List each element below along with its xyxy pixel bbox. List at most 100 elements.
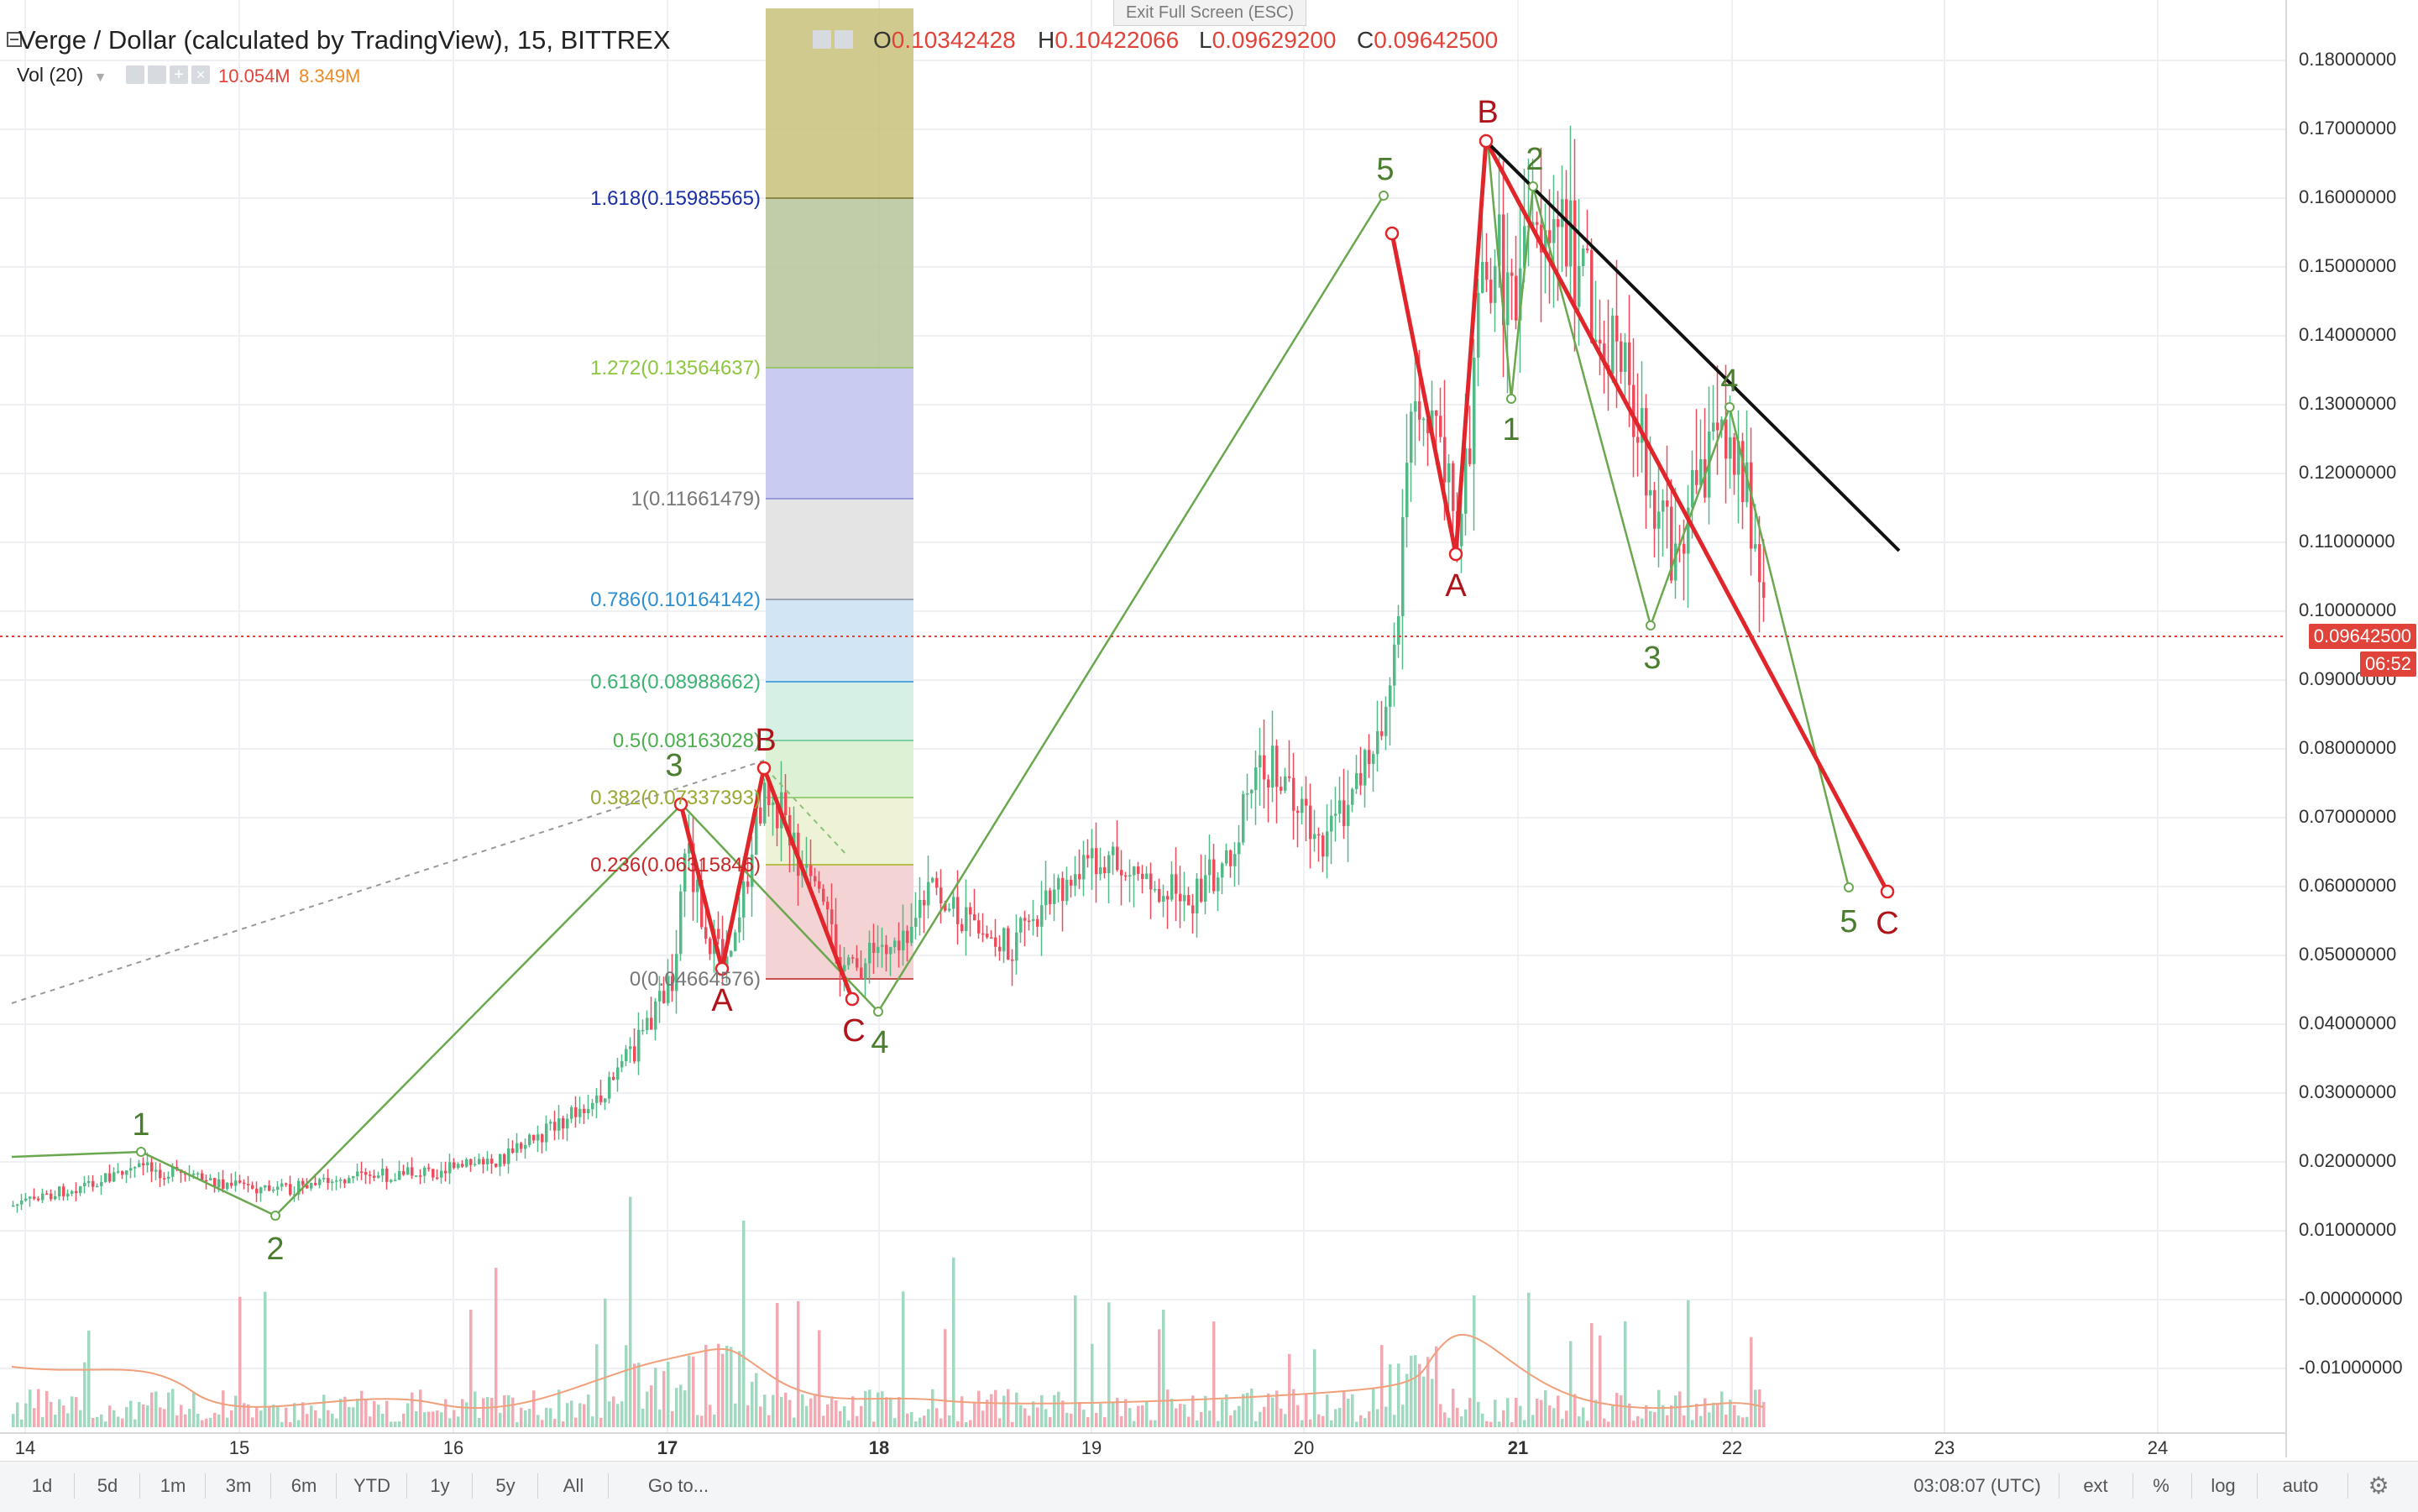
volume-bar [1468, 1398, 1472, 1427]
log-toggle[interactable]: log [2211, 1475, 2236, 1496]
range-button-6m[interactable]: 6m [290, 1475, 317, 1496]
candle-body [406, 1167, 410, 1175]
volume-bar [335, 1418, 338, 1427]
range-button-all[interactable]: All [563, 1475, 584, 1496]
candle-body [1561, 199, 1564, 228]
candle-body [650, 1018, 653, 1030]
candle-body [96, 1185, 99, 1188]
range-button-3m[interactable]: 3m [225, 1475, 252, 1496]
utc-clock[interactable]: 03:08:07 (UTC) [1913, 1475, 2041, 1496]
candle-body [1338, 800, 1342, 814]
volume-bar [1330, 1420, 1333, 1427]
candle-body [734, 932, 737, 951]
plus-icon[interactable]: + [170, 65, 188, 84]
candle-body [1128, 875, 1132, 877]
volume-bars [12, 1196, 1766, 1427]
price-chart[interactable]: 1.618(0.15985565) 1.272(0.13564637) 1(0.… [0, 0, 2285, 1432]
volume-label[interactable]: Vol (20) [17, 64, 84, 86]
candle-body [1636, 437, 1640, 443]
eye-icon[interactable] [126, 65, 144, 84]
bottom-toolbar: 1d 5d 1m 3m 6m YTD 1y 5y All Go to... 03:08:07 (… [0, 1461, 2418, 1512]
ext-toggle[interactable]: ext [2083, 1475, 2108, 1496]
candle-body [343, 1180, 347, 1184]
volume-bar [66, 1413, 70, 1427]
symbol-title[interactable]: Verge / Dollar (calculated by TradingVie… [18, 25, 671, 55]
range-button-5d[interactable]: 5d [97, 1475, 118, 1496]
gear-icon[interactable]: ⚙ [2368, 1473, 2389, 1499]
auto-toggle[interactable]: auto [2282, 1475, 2319, 1496]
time-axis-label: 17 [657, 1437, 678, 1458]
volume-bar [1712, 1402, 1715, 1427]
candle-body [79, 1185, 82, 1194]
candle-body [423, 1167, 427, 1176]
volume-bar [1233, 1410, 1237, 1427]
range-button-1m[interactable]: 1m [160, 1475, 186, 1496]
volume-bar [1057, 1391, 1060, 1427]
candle-body [1666, 500, 1669, 507]
time-axis[interactable]: 14 15 16 17 18 19 20 21 22 23 24 [0, 1432, 2285, 1462]
volume-bar [629, 1196, 632, 1427]
candle-body [856, 958, 859, 968]
volume-bar [1414, 1355, 1417, 1427]
candle-body [138, 1163, 141, 1168]
volume-bar [1292, 1389, 1295, 1427]
candle-body [209, 1178, 212, 1180]
candle-body [280, 1183, 284, 1187]
candle-body [1359, 772, 1363, 786]
candle-body [1704, 459, 1707, 498]
volume-bar [1599, 1335, 1602, 1427]
volume-bar [436, 1410, 439, 1427]
exit-fullscreen-button[interactable]: Exit Full Screen (ESC) [1113, 0, 1306, 26]
candle-body [1758, 544, 1761, 583]
price-axis[interactable]: 0.18000000 0.17000000 0.16000000 0.15000000… [2285, 0, 2418, 1457]
candle-body [872, 943, 876, 953]
volume-bar [755, 1373, 758, 1427]
fib-label-05: 0.5(0.08163028) [613, 730, 761, 752]
goto-button[interactable]: Go to... [647, 1475, 709, 1496]
volume-bar [247, 1404, 250, 1427]
volume-bar [1049, 1416, 1052, 1427]
range-button-1y[interactable]: 1y [430, 1475, 450, 1496]
candle-body [364, 1172, 368, 1175]
candle-body [1662, 500, 1665, 512]
close-icon[interactable]: × [191, 65, 210, 84]
candle-body [1737, 441, 1740, 475]
volume-bar [1158, 1329, 1161, 1427]
candle-body [965, 907, 968, 932]
range-button-5y[interactable]: 5y [495, 1475, 516, 1496]
volume-bar [1515, 1397, 1518, 1427]
candle-body [784, 792, 788, 816]
fib-extension[interactable] [766, 8, 913, 980]
candle-body [1485, 262, 1489, 280]
candle-body [1725, 419, 1728, 459]
candle-body [524, 1144, 527, 1149]
volume-bar [1687, 1300, 1690, 1427]
candle-body [981, 933, 985, 935]
range-button-ytd[interactable]: YTD [353, 1475, 390, 1496]
candle-body [272, 1189, 275, 1191]
volume-bar [1401, 1405, 1405, 1427]
volume-bar [58, 1399, 61, 1427]
settings-icon[interactable] [835, 30, 853, 49]
candle-body [1334, 814, 1337, 816]
volume-bar [1015, 1392, 1018, 1427]
dropdown-icon[interactable]: ▼ [93, 71, 107, 85]
range-button-1d[interactable]: 1d [31, 1475, 53, 1496]
volume-bar [809, 1398, 813, 1427]
eye-icon[interactable] [813, 30, 831, 49]
percent-toggle[interactable]: % [2153, 1475, 2169, 1496]
candle-body [746, 881, 750, 887]
volume-bar [1200, 1411, 1203, 1427]
candle-body [1288, 776, 1291, 778]
candle-body [465, 1159, 468, 1167]
candle-body [1322, 835, 1325, 857]
volume-bar [1636, 1415, 1640, 1427]
collapse-icon[interactable] [7, 32, 22, 47]
volume-bar [507, 1394, 510, 1427]
volume-bar [171, 1389, 175, 1427]
volume-bar [902, 1291, 905, 1427]
volume-bar [545, 1407, 548, 1427]
candle-body [923, 900, 926, 906]
settings-icon[interactable] [148, 65, 166, 84]
volume-bar [562, 1421, 565, 1427]
